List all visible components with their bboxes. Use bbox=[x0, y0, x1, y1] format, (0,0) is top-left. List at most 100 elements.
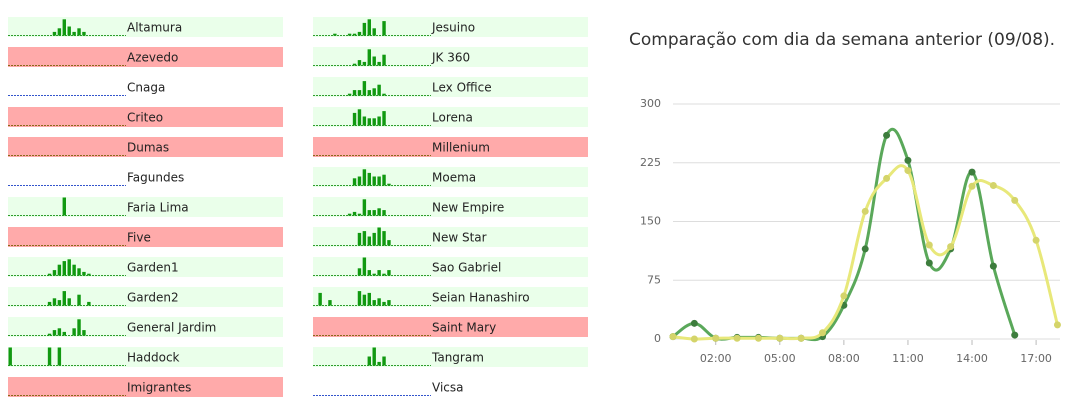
location-name: New Star bbox=[432, 231, 487, 245]
location-name: Haddock bbox=[127, 351, 180, 365]
sparkline-bar bbox=[82, 271, 86, 276]
data-point bbox=[733, 334, 741, 342]
sparkline-bar bbox=[372, 232, 376, 246]
chart-title: Comparação com dia da semana anterior (0… bbox=[629, 30, 1055, 50]
location-name: JK 360 bbox=[431, 51, 470, 65]
sparkline-bar bbox=[347, 33, 352, 36]
x-tick-label: 17:00 bbox=[1020, 352, 1052, 365]
data-point bbox=[968, 182, 976, 190]
data-point bbox=[883, 174, 891, 182]
sparkline-bar bbox=[362, 199, 367, 216]
x-tick-label: 11:00 bbox=[892, 352, 924, 365]
sparkline-bar bbox=[362, 169, 367, 186]
sparkline-bar bbox=[387, 300, 391, 306]
data-point bbox=[1011, 196, 1019, 204]
location-row bbox=[313, 377, 588, 397]
data-point bbox=[989, 262, 997, 270]
data-point bbox=[797, 334, 805, 342]
location-row bbox=[8, 197, 283, 217]
sparkline-bar bbox=[357, 90, 362, 96]
data-point bbox=[690, 319, 698, 327]
sparkline-bar bbox=[382, 273, 386, 276]
location-row bbox=[8, 107, 283, 127]
location-row bbox=[8, 137, 283, 157]
location-name: Faria Lima bbox=[127, 201, 189, 215]
sparkline-bar bbox=[57, 300, 62, 306]
data-point bbox=[861, 245, 869, 253]
sparkline-bar bbox=[382, 174, 386, 186]
x-tick-label: 02:00 bbox=[700, 352, 732, 365]
location-name: Saint Mary bbox=[432, 321, 496, 335]
data-point bbox=[861, 207, 869, 215]
location-row bbox=[8, 227, 283, 247]
sparkline-bar bbox=[362, 81, 367, 96]
sparkline-bar bbox=[377, 298, 381, 306]
sparkline-bar bbox=[387, 240, 391, 246]
sparkline-bar bbox=[372, 28, 376, 36]
sparkline-bar bbox=[377, 361, 381, 366]
sparkline-bar bbox=[82, 31, 86, 36]
location-row bbox=[8, 257, 283, 277]
sparkline-bar bbox=[372, 176, 376, 186]
sparkline-bar bbox=[62, 197, 66, 216]
sparkline-bar bbox=[347, 93, 352, 96]
sparkline-bar bbox=[357, 268, 362, 276]
sparkline-bar bbox=[47, 333, 52, 336]
location-name: General Jardim bbox=[127, 321, 216, 335]
location-name: Tangram bbox=[431, 351, 484, 365]
location-name: Seian Hanashiro bbox=[432, 291, 530, 305]
sparkline-bar bbox=[318, 292, 322, 306]
sparkline-bar bbox=[82, 330, 86, 336]
sparkline-bar bbox=[62, 291, 66, 306]
location-row bbox=[313, 227, 588, 247]
sparkline-bar bbox=[352, 112, 357, 126]
sparkline-bar bbox=[47, 347, 52, 366]
sparkline-bar bbox=[72, 328, 76, 336]
location-row bbox=[313, 77, 588, 97]
data-point bbox=[1011, 331, 1019, 339]
sparkline-bar bbox=[328, 300, 332, 306]
sparkline-bar bbox=[367, 172, 371, 186]
sparkline-bar bbox=[357, 31, 362, 36]
sparkline-bar bbox=[362, 294, 367, 306]
sparkline-bar bbox=[52, 270, 57, 276]
location-row bbox=[8, 17, 283, 37]
location-row bbox=[8, 167, 283, 187]
sparkline-bar bbox=[367, 90, 371, 96]
sparkline-bar bbox=[382, 301, 386, 306]
location-name: Altamura bbox=[127, 21, 182, 35]
sparkline-bar bbox=[367, 118, 371, 126]
sparkline-bar bbox=[47, 301, 52, 306]
sparkline-bar bbox=[77, 294, 81, 306]
sparkline-bar bbox=[72, 31, 76, 36]
data-point bbox=[989, 181, 997, 189]
data-point bbox=[754, 334, 762, 342]
location-name: Dumas bbox=[127, 141, 169, 155]
sparkline-bar bbox=[352, 178, 357, 186]
sparkline-bar bbox=[382, 93, 386, 96]
location-name: Garden2 bbox=[127, 291, 179, 305]
data-point bbox=[883, 131, 891, 139]
location-row bbox=[8, 287, 283, 307]
sparkline-bar bbox=[377, 61, 381, 66]
data-point bbox=[968, 168, 976, 176]
location-name: Azevedo bbox=[127, 51, 178, 65]
sparkline-bar bbox=[67, 26, 71, 36]
sparkline-bar bbox=[57, 28, 62, 36]
sparkline-bar bbox=[362, 257, 367, 276]
data-point bbox=[776, 334, 784, 342]
data-point bbox=[904, 156, 912, 164]
location-name: Moema bbox=[432, 171, 476, 185]
location-row bbox=[313, 137, 588, 157]
location-name: Lorena bbox=[432, 111, 473, 125]
sparkline-bar bbox=[357, 109, 362, 126]
location-row bbox=[313, 287, 588, 307]
location-name: Sao Gabriel bbox=[432, 261, 501, 275]
sparkline-bar bbox=[367, 49, 371, 66]
y-tick-label: 0 bbox=[654, 332, 661, 345]
sparkline-bar bbox=[352, 33, 357, 36]
sparkline-bar bbox=[352, 90, 357, 96]
sparkline-bar bbox=[357, 291, 362, 306]
sparkline-bar bbox=[362, 61, 367, 66]
